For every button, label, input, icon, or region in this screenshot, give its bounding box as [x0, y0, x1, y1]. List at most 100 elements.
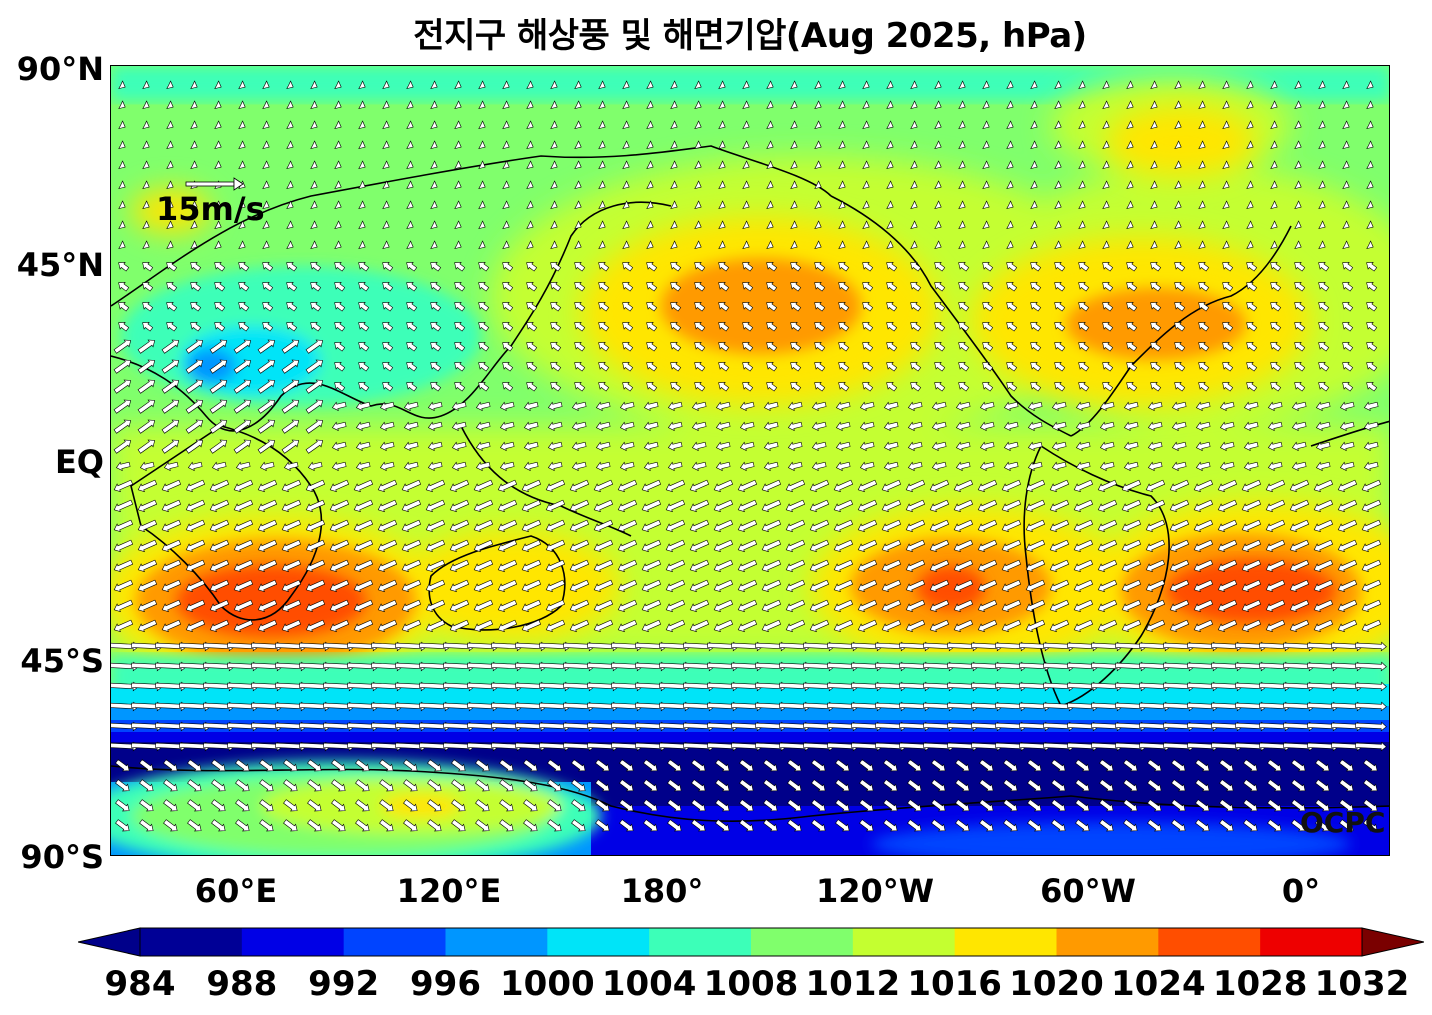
wind-vector — [1195, 779, 1210, 792]
wind-vector — [1222, 322, 1234, 332]
wind-vector — [598, 342, 610, 352]
wind-vector — [619, 421, 635, 432]
wind-vector — [1001, 479, 1022, 493]
wind-vector — [641, 559, 662, 573]
wind-vector — [257, 439, 276, 454]
wind-vector — [425, 479, 446, 493]
wind-vector — [910, 282, 922, 292]
wind-vector — [238, 302, 250, 312]
wind-vector — [1150, 262, 1162, 272]
wind-vector — [1169, 539, 1190, 553]
wind-vector — [667, 799, 682, 812]
wind-vector — [1313, 559, 1334, 573]
wind-vector — [281, 439, 300, 454]
wind-vector — [670, 362, 682, 372]
wind-vector — [574, 140, 582, 150]
wind-vector — [739, 799, 754, 812]
wind-vector — [403, 759, 418, 772]
wind-vector — [211, 819, 226, 832]
wind-vector — [982, 140, 990, 150]
wind-vector — [958, 200, 966, 210]
wind-vector — [929, 479, 950, 493]
wind-vector — [785, 519, 806, 533]
wind-vector — [622, 240, 630, 250]
wind-vector — [1099, 819, 1114, 832]
wind-vector — [1006, 200, 1014, 210]
wind-vector — [1102, 120, 1110, 130]
wind-vector — [379, 759, 394, 772]
wind-vector — [982, 160, 990, 170]
wind-vector — [1174, 302, 1186, 312]
wind-vector — [622, 362, 634, 372]
wind-vector — [569, 519, 590, 533]
pressure-wind-map — [110, 65, 1390, 856]
wind-vector — [1174, 240, 1182, 250]
wind-vector — [425, 619, 446, 633]
wind-vector — [598, 140, 606, 150]
wind-vector — [809, 559, 830, 573]
wind-vector — [190, 240, 198, 250]
wind-vector — [1267, 799, 1282, 812]
wind-vector — [1243, 759, 1258, 772]
wind-vector — [1222, 342, 1234, 352]
wind-vector — [305, 559, 326, 573]
wind-vector — [137, 539, 158, 553]
wind-vector — [713, 559, 734, 573]
wind-vector — [1291, 799, 1306, 812]
wind-vector — [646, 180, 654, 190]
wind-vector — [1217, 579, 1238, 593]
wind-vector — [934, 80, 942, 90]
wind-vector — [233, 499, 254, 513]
wind-vector — [401, 539, 422, 553]
wind-vector — [163, 461, 179, 472]
wind-vector — [1123, 819, 1138, 832]
wind-vector — [790, 322, 802, 332]
wind-vector — [353, 539, 374, 553]
wind-vector — [427, 421, 443, 432]
wind-vector — [715, 799, 730, 812]
wind-vector — [689, 599, 710, 613]
wind-vector — [1366, 382, 1378, 392]
wind-vector — [1126, 140, 1134, 150]
wind-vector — [1075, 441, 1091, 452]
wind-vector — [1123, 779, 1138, 792]
wind-vector — [790, 382, 802, 392]
wind-vector — [1102, 282, 1114, 292]
wind-vector — [403, 401, 419, 412]
wind-vector — [425, 579, 446, 593]
wind-vector — [910, 80, 918, 90]
wind-vector — [1097, 499, 1118, 513]
wind-vector — [283, 461, 299, 472]
wind-vector — [886, 160, 894, 170]
wind-vector — [406, 322, 418, 332]
wind-vector — [761, 479, 782, 493]
wind-vector — [499, 441, 515, 452]
wind-vector — [257, 519, 278, 533]
wind-vector — [1361, 499, 1382, 513]
wind-vector — [571, 819, 586, 832]
wind-vector — [331, 461, 347, 472]
wind-vector — [982, 120, 990, 130]
wind-vector — [547, 799, 562, 812]
wind-vector — [454, 200, 462, 210]
wind-vector — [499, 461, 515, 472]
wind-vector — [382, 262, 394, 272]
wind-vector — [1222, 200, 1230, 210]
wind-vector — [835, 799, 850, 812]
wind-vector — [238, 262, 250, 272]
wind-vector — [334, 342, 346, 352]
wind-vector — [329, 519, 350, 533]
wind-vector — [137, 379, 156, 394]
wind-vector — [1121, 539, 1142, 553]
wind-vector — [838, 80, 846, 90]
wind-vector — [137, 439, 156, 454]
wind-vector — [934, 140, 942, 150]
wind-vector — [1030, 180, 1038, 190]
wind-vector — [161, 599, 182, 613]
wind-vector — [137, 579, 158, 593]
wind-vector — [473, 579, 494, 593]
wind-vector — [694, 262, 706, 272]
wind-vector — [382, 240, 390, 250]
wind-vector — [598, 362, 610, 372]
wind-vector — [187, 799, 202, 812]
